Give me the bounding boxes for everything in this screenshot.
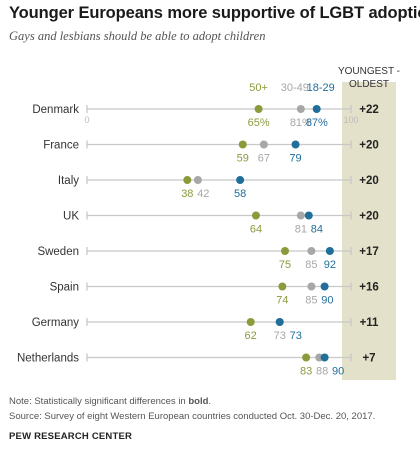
value-label: 81% bbox=[290, 117, 312, 129]
dot-18-29 bbox=[320, 282, 329, 291]
legend-label: 18-29 bbox=[307, 82, 335, 94]
value-label: 85 bbox=[305, 295, 317, 307]
dot-18-29 bbox=[312, 105, 321, 113]
dot-30-49 bbox=[307, 247, 316, 255]
dot-50-plus bbox=[238, 140, 247, 149]
difference-value: +20 bbox=[359, 140, 379, 152]
value-label: 83 bbox=[300, 366, 312, 378]
value-label: 38 bbox=[181, 188, 193, 200]
legend-label: 50+ bbox=[249, 82, 268, 94]
value-label: 73 bbox=[274, 330, 286, 342]
difference-column-band bbox=[342, 82, 396, 380]
country-label: Denmark bbox=[32, 104, 79, 116]
country-label: Germany bbox=[32, 317, 80, 329]
value-label: 90 bbox=[321, 295, 333, 307]
difference-value: +17 bbox=[359, 246, 379, 258]
value-label: 58 bbox=[234, 188, 246, 200]
dot-50-plus bbox=[246, 318, 255, 326]
dot-30-49 bbox=[296, 211, 305, 220]
value-label: 73 bbox=[290, 330, 302, 342]
difference-header-label: YOUNGEST - bbox=[338, 66, 400, 77]
value-label: 62 bbox=[245, 330, 257, 342]
source-note: Source: Survey of eight Western European… bbox=[9, 411, 376, 422]
value-label: 87% bbox=[306, 117, 328, 129]
dot-50-plus bbox=[278, 282, 287, 291]
dot-30-49 bbox=[259, 140, 268, 149]
dot-18-29 bbox=[325, 247, 334, 255]
dot-50-plus bbox=[302, 353, 311, 362]
value-label: 81 bbox=[295, 224, 307, 236]
source-organization: PEW RESEARCH CENTER bbox=[9, 431, 133, 442]
dot-30-49 bbox=[193, 176, 202, 184]
difference-value: +22 bbox=[359, 104, 379, 116]
note-bold-word: bold bbox=[188, 396, 209, 407]
note-suffix: . bbox=[208, 396, 212, 407]
dot-50-plus bbox=[183, 176, 192, 184]
value-label: 79 bbox=[289, 153, 301, 165]
value-label: 90 bbox=[332, 366, 344, 378]
value-label: 67 bbox=[258, 153, 270, 165]
value-label: 75 bbox=[279, 259, 291, 271]
difference-header-label: OLDEST bbox=[349, 79, 389, 90]
dot-30-49 bbox=[296, 105, 305, 113]
dot-30-49 bbox=[307, 282, 316, 291]
country-label: Spain bbox=[50, 282, 79, 294]
dot-50-plus bbox=[281, 247, 289, 255]
difference-value: +11 bbox=[360, 317, 379, 329]
country-label: Netherlands bbox=[17, 353, 79, 365]
country-label: UK bbox=[63, 211, 79, 223]
legend-label: 30-49 bbox=[281, 82, 309, 94]
difference-value: +20 bbox=[359, 211, 379, 223]
value-label: 64 bbox=[250, 224, 262, 236]
value-label: 65% bbox=[248, 117, 270, 129]
country-label: Italy bbox=[58, 175, 79, 187]
note-prefix: Note: Statistically significant differen… bbox=[9, 396, 189, 407]
axis-tick-label: 100 bbox=[343, 115, 358, 125]
country-label: Sweden bbox=[37, 246, 79, 258]
dot-18-29 bbox=[291, 140, 300, 149]
dot-50-plus bbox=[254, 105, 263, 113]
note: Note: Statistically significant differen… bbox=[9, 396, 211, 407]
value-label: 42 bbox=[197, 188, 209, 200]
value-label: 59 bbox=[237, 153, 249, 165]
value-label: 92 bbox=[324, 259, 336, 271]
dot-18-29 bbox=[304, 211, 313, 220]
dot-50-plus bbox=[251, 211, 260, 220]
difference-value: +7 bbox=[362, 353, 375, 365]
value-label: 85 bbox=[305, 259, 317, 271]
country-label: France bbox=[43, 140, 79, 152]
dot-18-29 bbox=[320, 353, 329, 362]
difference-value: +16 bbox=[359, 282, 379, 294]
value-label: 84 bbox=[311, 224, 323, 236]
difference-value: +20 bbox=[359, 175, 379, 187]
chart-subtitle: Gays and lesbians should be able to adop… bbox=[9, 29, 266, 43]
dot-18-29 bbox=[275, 318, 284, 326]
value-label: 74 bbox=[276, 295, 288, 307]
dot-18-29 bbox=[236, 176, 245, 184]
chart-title: Younger Europeans more supportive of LGB… bbox=[9, 4, 420, 22]
axis-tick-label: 0 bbox=[84, 115, 89, 125]
value-label: 88 bbox=[316, 366, 328, 378]
